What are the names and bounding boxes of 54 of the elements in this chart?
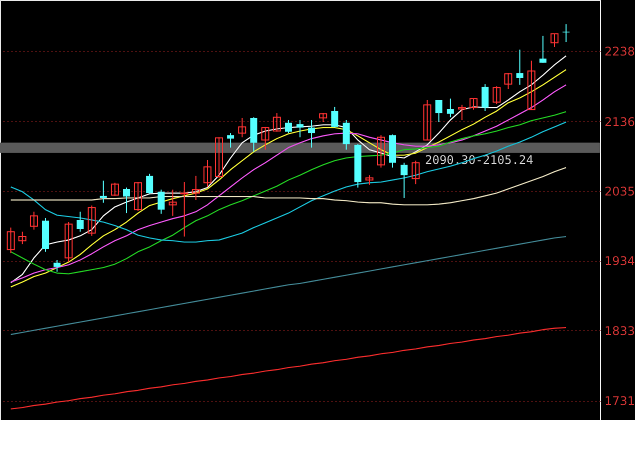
line-series [10,121,567,243]
line-series [10,111,567,274]
y-tick-label: 2035 [604,184,636,199]
candlestick [470,98,478,110]
candlestick [261,126,270,150]
candlestick [6,227,15,254]
candlestick [527,60,536,110]
candlestick [435,100,442,123]
candlestick [284,120,292,134]
candlestick [88,205,96,236]
candlestick [308,120,316,148]
line-series [10,326,567,410]
candlestick [215,136,224,178]
candlestick [492,86,501,105]
candlestick [18,231,26,245]
candlestick [296,120,304,138]
candlestick [180,182,188,238]
candlestick [331,106,338,128]
candlestick [238,117,246,138]
candlestick [54,260,61,272]
candlestick [158,189,165,214]
y-tick-label: 2136 [604,114,636,129]
candlestick [412,160,420,185]
candlestick [446,98,454,118]
candlestick [203,160,212,188]
candlestick [146,173,154,194]
candlestick [192,175,200,200]
candlestick [504,72,512,90]
candlestick [227,132,234,148]
candlestick [272,112,281,132]
candlestick [30,211,38,230]
candlestick [400,162,408,198]
candlestick [376,134,385,168]
y-tick-label: 1934 [604,254,636,268]
candlestick [168,189,177,216]
candlestick [562,24,570,43]
candlestick [110,182,119,196]
candlestick [76,211,84,232]
candlestick [134,182,142,212]
candlestick [100,180,107,204]
y-tick-label: 1833 [604,324,636,338]
y-tick-label: 1731 [604,394,636,408]
candlestick [64,222,73,263]
candlestick [122,187,130,214]
candlestick [516,49,524,86]
candlestick [423,100,432,140]
line-series [10,236,567,336]
y-tick-label: 2238 [604,44,636,59]
candlestick [550,33,559,48]
candlestick [482,84,489,112]
candlestick [342,120,350,150]
candlestick [539,35,546,64]
candlestick [365,174,374,186]
candlestick [458,104,466,120]
